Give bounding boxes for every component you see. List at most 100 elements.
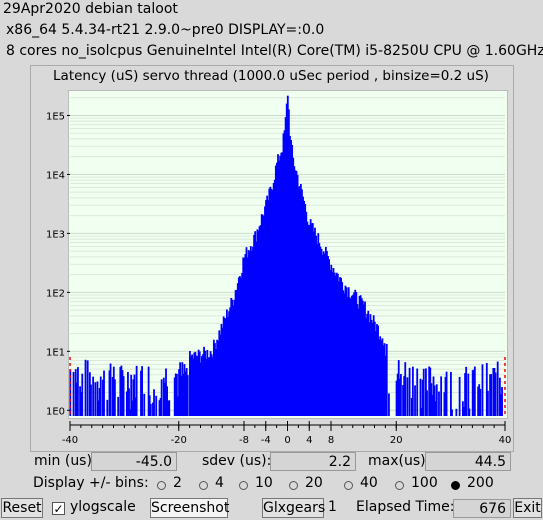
histogram-bar — [330, 264, 333, 416]
histogram-bar — [311, 223, 314, 416]
min-value: -45.0 — [91, 452, 177, 471]
histogram-bar — [277, 154, 279, 416]
histogram-bar — [200, 356, 203, 416]
histogram-bar — [377, 325, 379, 416]
histogram-bar — [489, 374, 491, 416]
histogram-bar — [267, 200, 270, 416]
ylogscale-checkbox[interactable]: ✓ — [52, 502, 65, 516]
histogram-bar — [490, 374, 493, 416]
histogram-bar — [189, 351, 191, 416]
bins-radio-10[interactable] — [239, 481, 248, 490]
histogram-bar — [125, 391, 128, 416]
histogram-bar — [358, 295, 361, 416]
histogram-bar — [234, 290, 237, 416]
bins-radio-200[interactable] — [451, 481, 460, 490]
histogram-bar — [468, 408, 471, 416]
screenshot-button[interactable]: Screenshot — [150, 498, 230, 518]
histogram-bar — [183, 364, 186, 416]
histogram-bar — [400, 374, 402, 416]
histogram-bar — [109, 363, 112, 416]
histogram-bar — [384, 355, 387, 416]
histogram-bar — [278, 160, 280, 416]
histogram-bar — [77, 367, 79, 416]
histogram-bar — [271, 190, 274, 416]
bins-option-label: 20 — [305, 475, 323, 491]
histogram-bar — [173, 377, 176, 416]
histogram-bar — [307, 224, 310, 416]
header-cpu-info: 8 cores no_isolcpus GenuineIntel Intel(R… — [6, 43, 543, 59]
histogram-bar — [190, 356, 192, 416]
glxgears-button[interactable]: Glxgears — [262, 498, 326, 518]
histogram-bar — [198, 351, 201, 416]
y-tick-label: 1E3 — [46, 229, 65, 240]
histogram-bar — [360, 298, 363, 416]
histogram-bar — [471, 370, 474, 416]
histogram-bar — [353, 292, 356, 416]
histogram-bar — [204, 350, 207, 416]
histogram-bar — [256, 229, 259, 416]
histogram-bar — [181, 362, 184, 416]
histogram-bar — [314, 227, 316, 416]
bins-radio-40[interactable] — [344, 481, 353, 490]
histogram-bar — [184, 371, 187, 416]
histogram-bar — [333, 272, 336, 416]
bins-radio-100[interactable] — [395, 481, 404, 490]
histogram-bar — [221, 327, 224, 416]
histogram-bar — [180, 375, 183, 416]
histogram-bar — [303, 200, 306, 416]
histogram-bar — [92, 376, 95, 416]
histogram-bar — [117, 396, 120, 416]
histogram-bar — [230, 297, 233, 416]
histogram-bar — [359, 295, 362, 416]
histogram-bar — [133, 374, 136, 416]
histogram-bar — [244, 253, 247, 416]
histogram-bar — [334, 275, 337, 416]
histogram-bar — [282, 133, 285, 417]
histogram-bar — [296, 174, 299, 416]
histogram-bar — [164, 382, 166, 416]
exit-button[interactable]: Exit — [513, 498, 542, 518]
histogram-bar — [241, 272, 244, 416]
histogram-bar — [473, 366, 476, 416]
histogram-bar — [268, 188, 271, 416]
histogram-bar — [438, 391, 440, 416]
histogram-bar — [243, 257, 246, 416]
histogram-bar — [435, 384, 438, 416]
histogram-bar — [487, 390, 489, 416]
histogram-bar — [199, 362, 202, 416]
histogram-bar — [434, 401, 437, 416]
histogram-bar — [80, 392, 83, 416]
histogram-bar — [140, 370, 142, 416]
histogram-bar — [86, 360, 89, 416]
histogram-bar — [255, 241, 258, 416]
bins-radio-2[interactable] — [157, 481, 166, 490]
y-tick-label: 1E5 — [46, 111, 65, 122]
histogram-bar — [177, 396, 179, 416]
histogram-bar — [237, 277, 240, 416]
histogram-bar — [219, 334, 222, 416]
histogram-bar — [494, 372, 497, 416]
histogram-bar — [443, 392, 446, 416]
histogram-bar — [398, 378, 401, 416]
sdev-value: 2.2 — [270, 452, 356, 471]
histogram-bar — [472, 369, 475, 416]
reset-button[interactable]: Reset — [1, 498, 43, 518]
histogram-bar — [396, 373, 399, 416]
histogram-bar — [226, 309, 228, 416]
bins-radio-4[interactable] — [199, 481, 208, 490]
histogram-bar — [492, 368, 495, 416]
histogram-bar — [367, 310, 370, 416]
histogram-bar — [261, 214, 264, 416]
histogram-bar — [196, 356, 199, 416]
histogram-bar — [432, 376, 435, 416]
histogram-bar — [293, 166, 296, 416]
histogram-bar — [262, 215, 265, 416]
histogram-bar — [209, 351, 212, 416]
histogram-bar — [430, 383, 433, 416]
histogram-bar — [88, 372, 91, 416]
bins-radio-20[interactable] — [289, 481, 298, 490]
histogram-bar — [94, 382, 97, 416]
histogram-bar — [339, 277, 341, 416]
x-tick-label: -20 — [171, 435, 187, 446]
histogram-bar — [302, 196, 304, 416]
